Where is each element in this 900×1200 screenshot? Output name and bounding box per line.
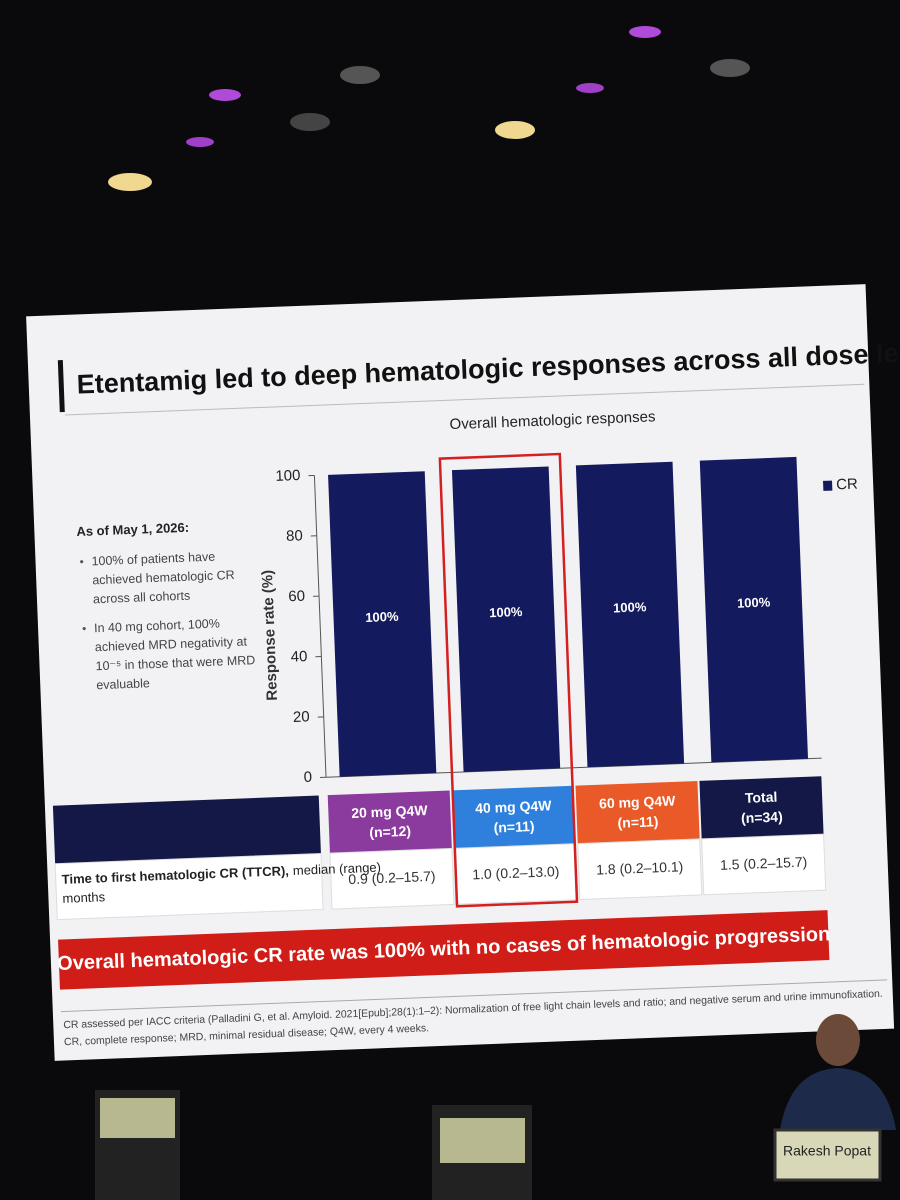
table-header-cell <box>699 776 824 839</box>
value-label: 100% <box>613 599 647 615</box>
nameplate <box>773 1128 882 1182</box>
note-text: achieved MRD negativity at <box>95 634 248 654</box>
legend-swatch <box>823 480 833 491</box>
y-tick-label: 100 <box>275 467 301 485</box>
y-tick-label: 20 <box>293 708 310 726</box>
monitor-screen <box>100 1098 175 1138</box>
stage: Rakesh Popat <box>95 1014 896 1200</box>
title-bar <box>57 360 65 413</box>
table-value: 1.5 (0.2–15.7) <box>720 854 808 873</box>
table-value: 1.0 (0.2–13.0) <box>472 863 560 882</box>
category-n: (n=11) <box>617 813 658 831</box>
table-cell <box>577 838 703 901</box>
slide: Etentamig led to deep hematologic respon… <box>26 284 900 1061</box>
y-tick-label: 80 <box>286 527 303 545</box>
y-axis <box>313 475 327 778</box>
table-value: 0.9 (0.2–15.7) <box>348 868 436 887</box>
y-axis-label: Response rate (%) <box>259 570 281 701</box>
bullet-dot: • <box>79 555 84 569</box>
note-text: evaluable <box>96 676 150 692</box>
note-text: In 40 mg cohort, 100% <box>94 616 220 635</box>
table-cell <box>329 847 455 910</box>
footnote-rule <box>60 979 888 1013</box>
category-n: (n=11) <box>493 818 534 836</box>
bullet-dot: • <box>82 621 87 635</box>
nameplate-text: Rakesh Popat <box>783 1143 871 1159</box>
category-label: Total <box>745 789 778 806</box>
bar <box>575 461 685 768</box>
category-label: 60 mg Q4W <box>599 793 677 812</box>
category-label: 40 mg Q4W <box>475 797 553 816</box>
speaker-head <box>816 1014 860 1066</box>
monitor-screen <box>440 1118 525 1163</box>
bar <box>699 456 809 763</box>
note-text: achieved hematologic CR <box>92 568 235 587</box>
highlight-box <box>438 452 579 908</box>
table-row-label: median (range) <box>293 860 382 878</box>
value-label: 100% <box>489 604 523 620</box>
table-label-cell <box>54 852 324 921</box>
y-tick-label: 0 <box>303 769 312 786</box>
value-label: 100% <box>737 594 771 610</box>
table-row-unit: months <box>62 889 106 906</box>
ceiling-lights <box>108 26 750 191</box>
table-header-blank <box>52 795 321 864</box>
table-header-cell <box>327 790 452 854</box>
banner <box>58 910 830 990</box>
y-tick-label: 60 <box>288 588 305 606</box>
note-text: 100% of patients have <box>91 550 215 569</box>
category-label: 20 mg Q4W <box>351 802 429 821</box>
category-n: (n=12) <box>369 823 411 841</box>
category-n: (n=34) <box>741 808 783 826</box>
table-value: 1.8 (0.2–10.1) <box>596 858 684 877</box>
speaker-body <box>780 1068 896 1130</box>
y-tick-label: 40 <box>290 648 307 666</box>
notes-heading: As of May 1, 2026: <box>76 520 189 539</box>
table-header-cell <box>575 780 700 844</box>
note-text: 10⁻⁵ in those that were MRD <box>95 653 255 673</box>
legend-label: CR <box>836 476 858 494</box>
title-rule <box>64 383 865 416</box>
bar <box>328 471 437 777</box>
value-label: 100% <box>365 609 399 625</box>
note-text: across all cohorts <box>93 589 191 607</box>
table-header-cell <box>451 785 576 849</box>
table-cell <box>701 833 827 896</box>
bar <box>451 466 561 772</box>
